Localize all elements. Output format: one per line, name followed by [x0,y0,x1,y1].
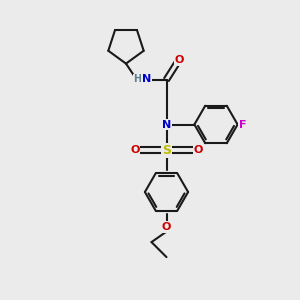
Text: N: N [142,74,151,85]
Text: O: O [130,145,140,155]
Text: O: O [162,222,171,232]
Text: O: O [175,55,184,65]
Text: O: O [194,145,203,155]
Text: S: S [162,143,171,157]
Text: N: N [162,119,171,130]
Text: F: F [239,119,247,130]
Text: H: H [133,74,142,85]
